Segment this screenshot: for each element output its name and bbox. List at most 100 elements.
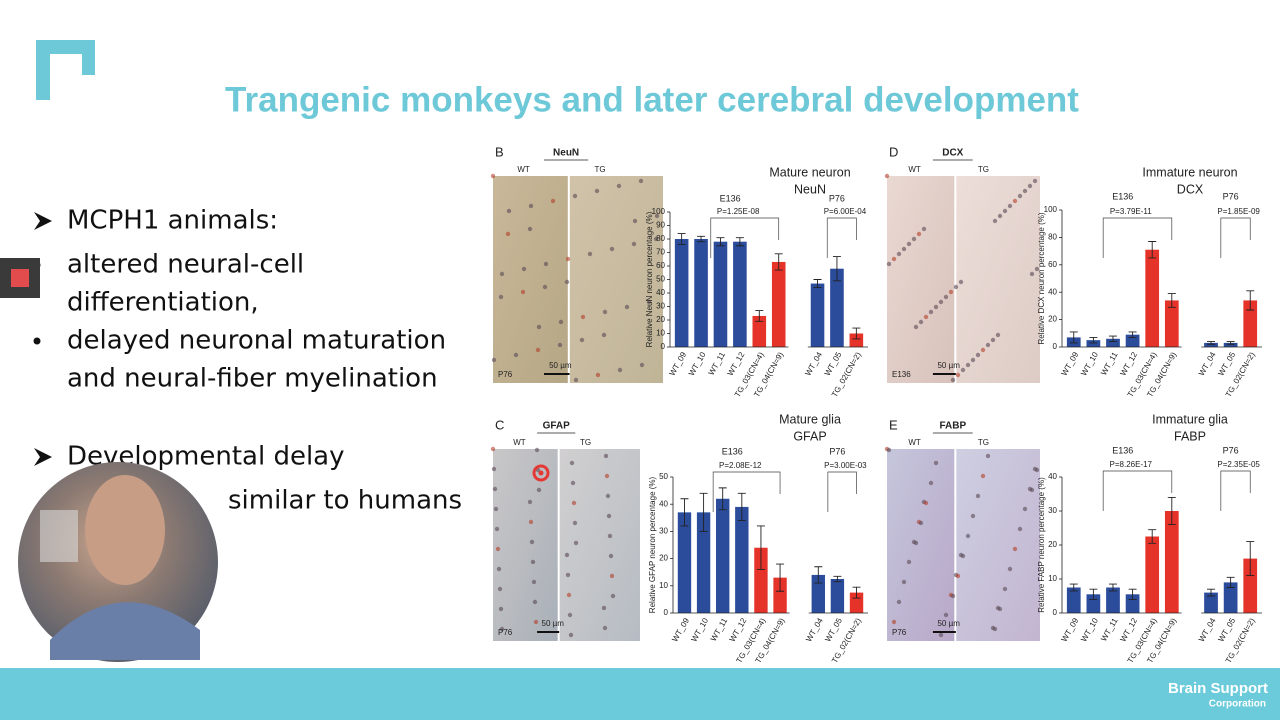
cell <box>975 493 981 499</box>
cell <box>610 593 616 599</box>
scale-label: 50 µm <box>549 361 572 370</box>
cell <box>913 540 919 546</box>
group-label: P76 <box>1223 445 1239 455</box>
bar <box>773 577 787 613</box>
cell <box>632 218 638 224</box>
error-bar <box>776 563 785 592</box>
error-bar <box>1167 293 1176 308</box>
cell <box>1022 506 1028 512</box>
y-tick-label: 20 <box>659 554 668 563</box>
image-label: WT <box>908 438 921 447</box>
cell <box>570 480 576 486</box>
cell <box>646 299 652 305</box>
bar <box>1164 300 1179 347</box>
cell <box>536 487 542 493</box>
y-tick-label: 0 <box>1053 608 1058 617</box>
cell <box>965 533 971 539</box>
bar <box>735 506 749 613</box>
bullet-heading: similar to humans <box>228 486 462 516</box>
cell <box>567 612 573 618</box>
error-bar <box>1148 241 1157 259</box>
significance-bracket <box>826 217 857 258</box>
error-bar <box>852 327 861 340</box>
x-tick-label: WT_10 <box>687 350 708 377</box>
y-axis-label: Relative FABP neuron percentage (%) <box>1037 477 1046 613</box>
webcam-window <box>40 510 78 562</box>
chart-title: FABP <box>1174 429 1206 443</box>
micrograph-tg <box>956 176 1040 383</box>
panel-letter: D <box>889 144 898 159</box>
group-label: E136 <box>722 446 743 456</box>
cell <box>938 299 944 305</box>
error-bar <box>813 279 822 289</box>
cell <box>901 246 907 252</box>
cell <box>980 347 986 353</box>
error-bar <box>1069 331 1078 344</box>
cell <box>532 599 538 605</box>
x-tick-label: WT_05 <box>1216 350 1237 377</box>
scale-label: 50 µm <box>542 619 565 628</box>
cell <box>913 324 919 330</box>
cell <box>980 473 986 479</box>
x-tick-label: WT_04 <box>804 616 825 643</box>
p-value: P=8.26E-17 <box>1110 460 1153 469</box>
error-bar <box>697 235 706 243</box>
p-value: P=1.85E-09 <box>1217 207 1260 216</box>
cell <box>528 519 534 525</box>
p-value: P=3.79E-11 <box>1110 207 1152 216</box>
cell <box>497 586 503 592</box>
cell <box>571 500 577 506</box>
cell <box>950 593 956 599</box>
error-bar <box>680 498 689 527</box>
group-label: P76 <box>1223 191 1239 201</box>
cell <box>603 453 609 459</box>
cell <box>1027 183 1033 189</box>
cell <box>1012 546 1018 552</box>
error-bar <box>1246 290 1255 311</box>
cell <box>901 579 907 585</box>
cell <box>572 193 578 199</box>
significance-bracket <box>827 471 857 512</box>
significance-bracket <box>712 471 781 512</box>
cell <box>568 632 574 638</box>
stain-label: GFAP <box>543 421 571 432</box>
bullet-list: MCPH1 animals: altered neural-cell differe… <box>33 206 462 516</box>
error-bar <box>814 566 823 584</box>
footer-brand-sub: Corporation <box>1209 699 1266 710</box>
bullet-item: and neural-fiber myelination <box>67 364 438 394</box>
cell <box>494 526 500 532</box>
cell <box>891 619 897 625</box>
error-bar <box>737 492 746 521</box>
cell <box>506 208 512 214</box>
error-bar <box>1069 583 1078 592</box>
p-value: P=2.35E-05 <box>1217 460 1260 469</box>
pointer <box>532 464 550 482</box>
cell <box>536 324 542 330</box>
x-tick-label: WT_12 <box>1118 616 1139 643</box>
footer-bar <box>0 668 1280 720</box>
cell <box>950 377 956 383</box>
error-bar <box>852 586 861 599</box>
micrograph-wt <box>493 176 568 383</box>
logo-mark <box>36 40 95 100</box>
x-tick-label: WT_04 <box>1197 616 1218 643</box>
cell <box>1007 566 1013 572</box>
bar <box>1243 558 1258 613</box>
bar <box>811 574 825 613</box>
cell <box>572 520 578 526</box>
group-label: E136 <box>1112 191 1133 201</box>
cell <box>601 332 607 338</box>
bar <box>1066 587 1081 613</box>
significance-bracket <box>710 217 780 258</box>
image-label: TG <box>978 438 989 447</box>
cell <box>564 552 570 558</box>
error-bar <box>832 256 841 282</box>
cell <box>1032 178 1038 184</box>
scale-label: 50 µm <box>937 619 960 628</box>
cell <box>505 231 511 237</box>
y-tick-label: 100 <box>1044 205 1058 214</box>
cell <box>923 314 929 320</box>
x-tick-label: WT_09 <box>1060 616 1081 643</box>
scale-label: 50 µm <box>937 361 960 370</box>
